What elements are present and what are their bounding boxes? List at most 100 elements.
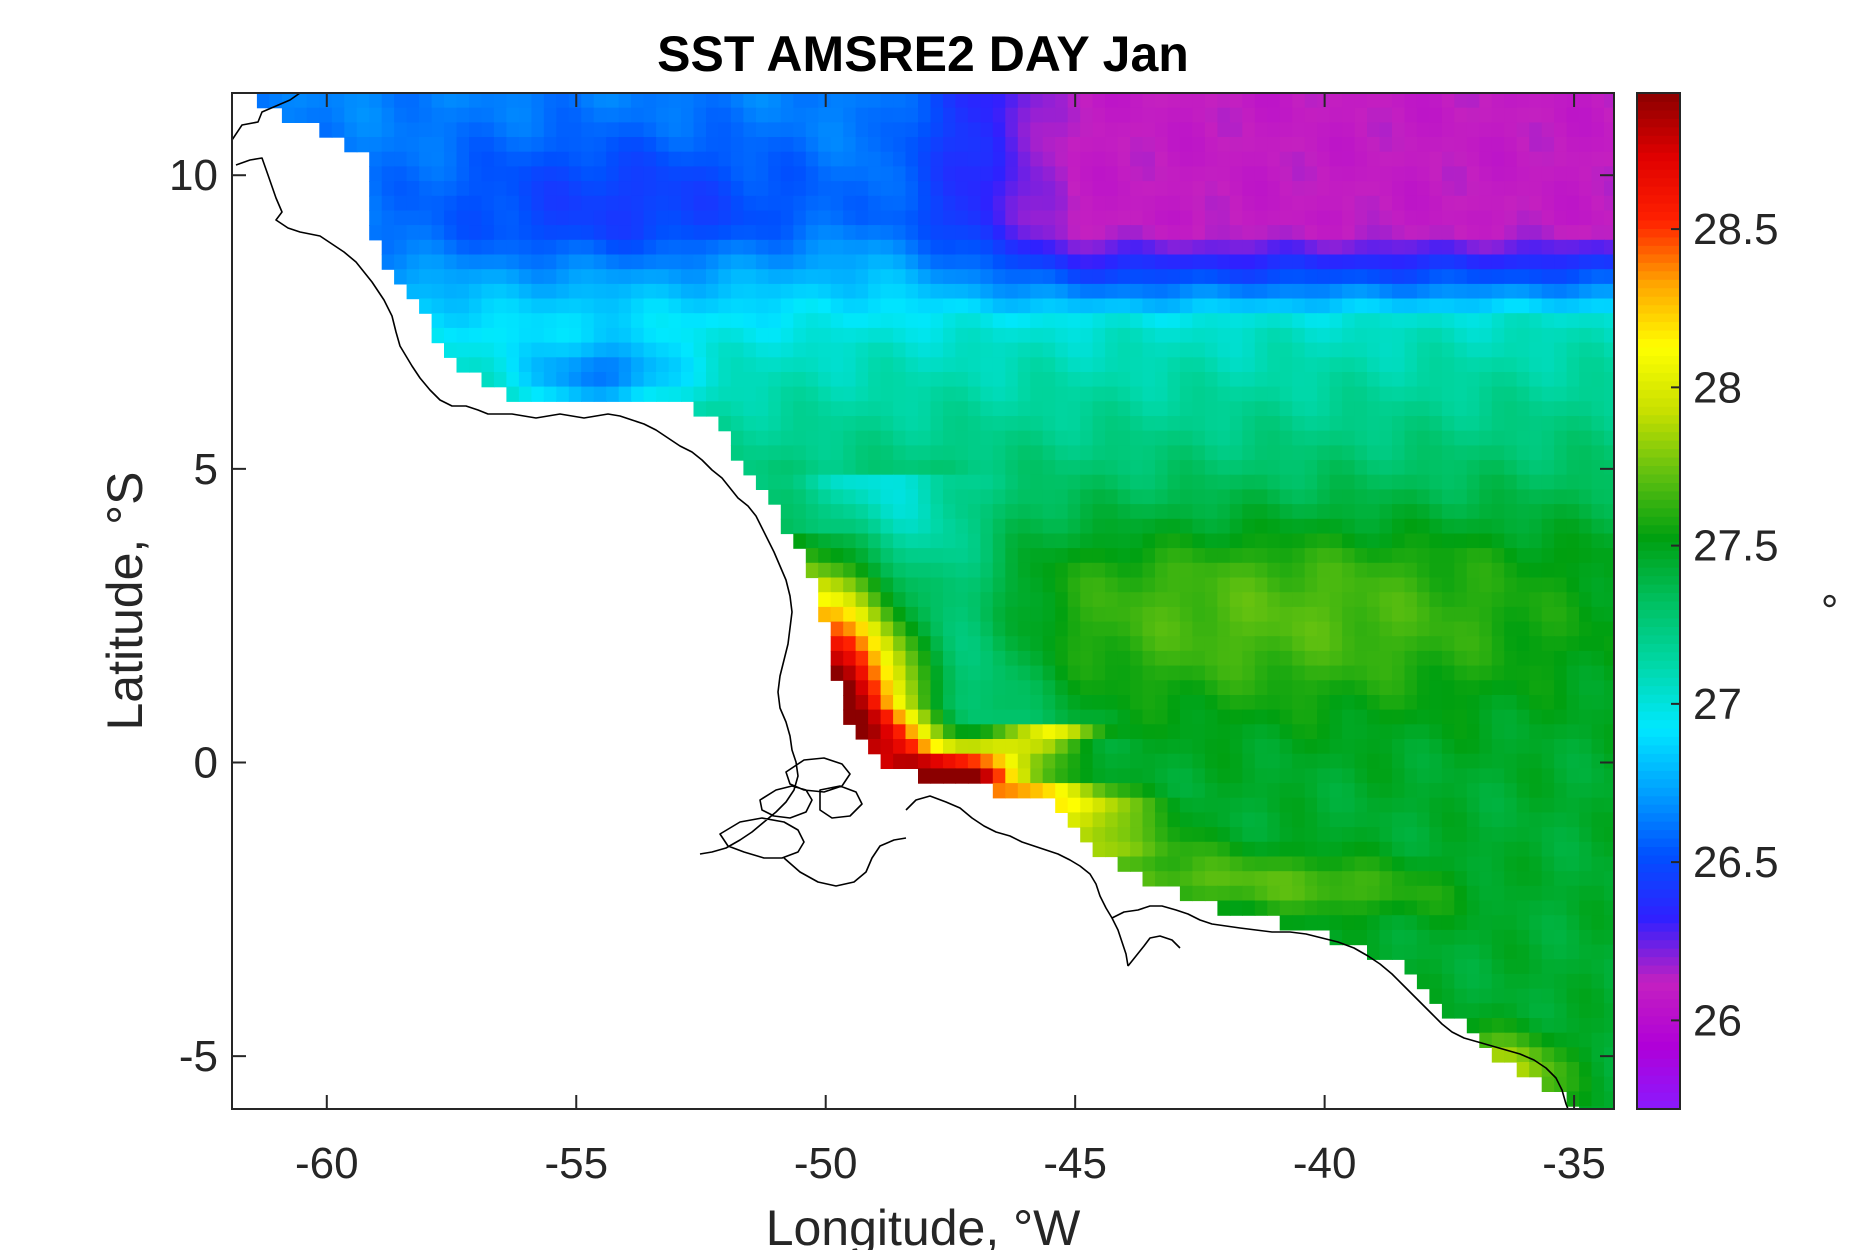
sst-cell: [1579, 739, 1593, 755]
sst-cell: [1130, 416, 1144, 432]
sst-cell: [1579, 416, 1593, 432]
sst-cell: [1030, 137, 1044, 153]
sst-cell: [1416, 665, 1430, 681]
sst-cell: [893, 445, 907, 461]
sst-cell: [431, 166, 445, 182]
sst-cell: [992, 636, 1006, 652]
sst-cell: [1604, 372, 1614, 388]
sst-cell: [843, 283, 857, 300]
sst-cell: [1067, 562, 1081, 579]
sst-cell: [1416, 739, 1430, 755]
sst-cell: [1342, 342, 1356, 358]
sst-cell: [1179, 518, 1193, 535]
sst-cell: [893, 327, 907, 344]
sst-cell: [780, 151, 794, 167]
sst-cell: [1117, 650, 1131, 667]
sst-cell: [843, 430, 857, 446]
sst-cell: [1516, 93, 1530, 109]
sst-cell: [780, 372, 794, 388]
sst-cell: [1130, 137, 1144, 153]
sst-cell: [918, 372, 932, 388]
sst-cell: [793, 122, 807, 138]
sst-cell: [1229, 885, 1243, 902]
sst-cell: [1155, 1121, 1168, 1136]
sst-cell: [1067, 474, 1081, 490]
sst-cell: [768, 416, 782, 432]
sst-cell: [706, 313, 720, 329]
sst-cell: [1279, 915, 1293, 931]
sst-cell: [1267, 137, 1281, 153]
sst-cell: [880, 239, 894, 256]
sst-cell: [281, 107, 295, 123]
sst-cell: [730, 93, 744, 109]
sst-cell: [1579, 797, 1593, 813]
sst-cell: [406, 93, 420, 109]
sst-cell: [1130, 445, 1144, 461]
sst-cell: [1155, 93, 1169, 109]
sst-cell: [1441, 606, 1455, 623]
sst-cell: [1242, 151, 1256, 167]
colorbar-segment: [1637, 109, 1680, 119]
sst-cell: [1292, 1121, 1305, 1136]
sst-cell: [980, 386, 994, 402]
sst-cell: [1554, 342, 1568, 358]
sst-cell: [1354, 416, 1368, 432]
sst-cell: [1429, 474, 1443, 490]
sst-cell: [1329, 680, 1343, 696]
sst-cell: [992, 93, 1006, 109]
sst-cell: [1479, 269, 1493, 285]
sst-cell: [1005, 151, 1019, 167]
sst-cell: [1416, 636, 1430, 652]
sst-cell: [1192, 107, 1206, 123]
sst-cell: [1304, 122, 1318, 138]
sst-cell: [1167, 313, 1181, 329]
sst-cell: [805, 518, 819, 535]
sst-cell: [593, 210, 607, 226]
sst-cell: [980, 562, 994, 579]
sst-cell: [943, 254, 957, 270]
sst-cell: [606, 313, 620, 329]
sst-cell: [1367, 533, 1381, 549]
sst-cell: [419, 298, 433, 314]
sst-cell: [1179, 313, 1193, 329]
sst-cell: [1242, 239, 1256, 256]
sst-cell: [1454, 137, 1468, 153]
sst-cell: [855, 357, 869, 373]
sst-cell: [1416, 797, 1430, 813]
sst-cell: [1354, 122, 1368, 138]
sst-cell: [1404, 621, 1418, 637]
sst-cell: [1579, 239, 1593, 256]
y-axis-label: Latitude, °S: [97, 471, 153, 730]
sst-cell: [1491, 460, 1505, 476]
sst-cell: [481, 298, 495, 314]
sst-cell: [1504, 254, 1518, 270]
sst-cell: [1354, 636, 1368, 652]
sst-cell: [294, 107, 308, 123]
sst-cell: [818, 401, 832, 417]
sst-cell: [980, 606, 994, 623]
sst-cell: [1217, 812, 1231, 828]
sst-cell: [531, 313, 545, 329]
sst-cell: [1541, 988, 1555, 1004]
sst-cell: [1354, 474, 1368, 490]
colorbar-segment: [1637, 617, 1680, 627]
sst-cell: [1179, 386, 1193, 402]
sst-cell: [1529, 929, 1543, 946]
sst-cell: [1479, 900, 1493, 916]
sst-cell: [1541, 929, 1555, 946]
sst-cell: [1254, 195, 1268, 212]
sst-cell: [606, 239, 620, 256]
sst-cell: [1142, 93, 1156, 109]
sst-cell: [967, 107, 981, 123]
sst-cell: [406, 107, 420, 123]
sst-cell: [543, 313, 557, 329]
sst-cell: [581, 298, 595, 314]
sst-cell: [893, 313, 907, 329]
sst-cell: [1416, 195, 1430, 212]
sst-cell: [1404, 885, 1418, 902]
sst-cell: [1454, 298, 1468, 314]
sst-cell: [1566, 871, 1580, 887]
sst-cell: [1504, 372, 1518, 388]
colorbar-segment: [1637, 372, 1680, 382]
